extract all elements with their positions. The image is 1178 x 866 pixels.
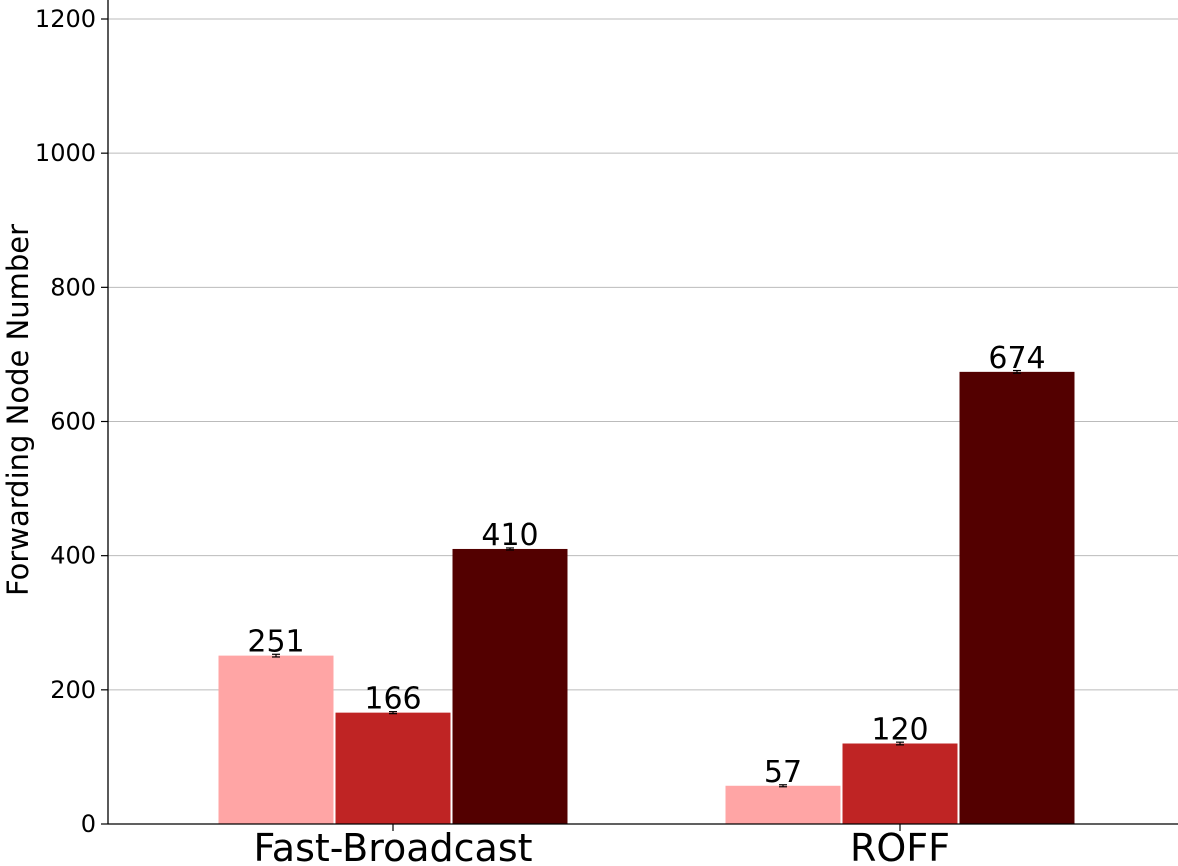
value-labels: 251 166 410 57 120 674	[247, 341, 1045, 790]
x-tick-labels: Fast-Broadcast ROFF	[253, 824, 950, 866]
bar	[452, 548, 568, 824]
x-tick-label: Fast-Broadcast	[253, 826, 532, 866]
x-tick-label: ROFF	[850, 826, 950, 866]
y-tick-label: 1000	[35, 139, 96, 167]
bar-value-label: 57	[764, 755, 802, 790]
bar-value-label: 166	[364, 682, 421, 717]
bar-value-label: 251	[247, 625, 304, 660]
axes	[107, 0, 1178, 825]
y-tick-label: 1200	[35, 5, 96, 33]
bar	[725, 785, 841, 824]
y-tick-labels: 0 200 400 600 800 1000 1200	[35, 5, 108, 838]
y-tick-label: 200	[50, 676, 96, 704]
bar	[218, 655, 334, 824]
bars	[218, 371, 1075, 824]
bar	[959, 371, 1075, 824]
bar-value-label: 674	[988, 341, 1045, 376]
error-bars	[272, 369, 1021, 788]
bar-value-label: 410	[481, 518, 538, 553]
bar	[335, 712, 451, 824]
y-tick-label: 0	[81, 810, 96, 838]
y-tick-label: 400	[50, 542, 96, 570]
y-tick-label: 800	[50, 273, 96, 301]
y-axis-title: Forwarding Node Number	[1, 224, 35, 596]
bar	[842, 743, 958, 824]
bar-value-label: 120	[871, 713, 928, 748]
y-tick-label: 600	[50, 408, 96, 436]
